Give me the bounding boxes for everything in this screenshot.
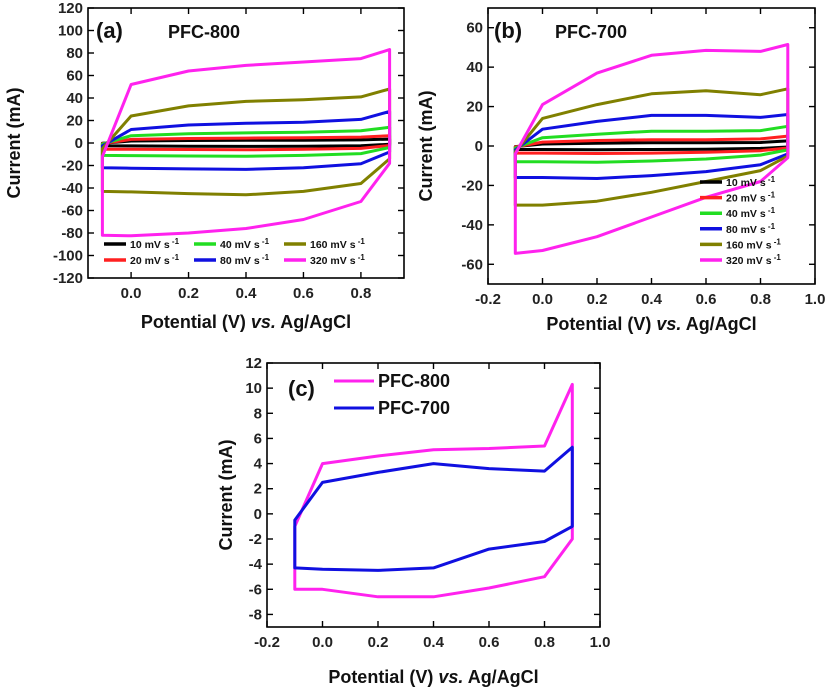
y-tick-label: -40 bbox=[61, 180, 83, 197]
legend-label: 160 mV s -1 bbox=[726, 237, 781, 251]
legend-label: 40 mV s -1 bbox=[726, 206, 776, 220]
y-tick-label: 10 bbox=[245, 380, 262, 397]
x-tick-label: -0.2 bbox=[254, 634, 280, 651]
x-axis-label: Potential (V) vs. Ag/AgCl bbox=[546, 314, 756, 334]
y-tick-label: 40 bbox=[466, 59, 483, 76]
y-axis-label: Current (mA) bbox=[216, 439, 236, 550]
legend-label: 320 mV s -1 bbox=[310, 253, 365, 267]
x-tick-label: 0.6 bbox=[293, 285, 314, 302]
y-tick-label: -6 bbox=[249, 581, 262, 598]
y-tick-label: 120 bbox=[58, 0, 83, 17]
y-tick-label: -2 bbox=[249, 531, 262, 548]
y-tick-label: 20 bbox=[466, 99, 483, 116]
x-tick-label: 1.0 bbox=[805, 291, 826, 308]
legend-label: 40 mV s -1 bbox=[220, 237, 270, 251]
x-tick-label: 0.6 bbox=[696, 291, 717, 308]
legend-label: 80 mV s -1 bbox=[726, 222, 776, 236]
x-tick-label: 0.0 bbox=[532, 291, 553, 308]
x-tick-label: 0.4 bbox=[236, 285, 258, 302]
y-tick-label: 80 bbox=[66, 45, 83, 62]
y-tick-label: 0 bbox=[475, 138, 483, 155]
panel-title: PFC-700 bbox=[555, 22, 627, 42]
y-tick-label: -120 bbox=[53, 270, 83, 287]
y-tick-label: -100 bbox=[53, 248, 83, 265]
series-curve-80-mv-s bbox=[513, 113, 790, 180]
y-tick-label: -40 bbox=[461, 217, 483, 234]
x-tick-label: 0.0 bbox=[121, 285, 142, 302]
panel-b: -0.2 0.0 0.2 0.4 0.6 0.8 1.0 -60 -40 -20 0 20 40 60 10… bbox=[416, 7, 826, 334]
panel-c: -0.2 0.0 0.2 0.4 0.6 0.8 1.0 -8 -6 -4 -2 0 2 4 6 8 10 12 P… bbox=[216, 355, 610, 687]
x-axis-label: Potential (V) vs. Ag/AgCl bbox=[328, 667, 538, 687]
y-tick-label: -20 bbox=[61, 158, 83, 175]
series-curve-320-mv-s bbox=[100, 48, 392, 238]
y-tick-label: -20 bbox=[461, 177, 483, 194]
y-axis-label: Current (mA) bbox=[4, 87, 24, 198]
series-curve-pfc-700 bbox=[293, 445, 574, 572]
legend: PFC-800 PFC-700 bbox=[334, 371, 450, 418]
x-tick-label: 0.8 bbox=[534, 634, 555, 651]
legend-label: 20 mV s -1 bbox=[726, 191, 776, 205]
legend-label: 20 mV s -1 bbox=[130, 253, 180, 267]
y-tick-label: 0 bbox=[75, 135, 83, 152]
x-tick-label: 0.8 bbox=[350, 285, 371, 302]
panel-title: PFC-800 bbox=[168, 22, 240, 42]
y-tick-label: 6 bbox=[254, 430, 262, 447]
panel-label: (c) bbox=[288, 376, 315, 401]
x-axis-label: Potential (V) vs. Ag/AgCl bbox=[141, 312, 351, 332]
x-tick-label: 1.0 bbox=[590, 634, 611, 651]
y-tick-label: 60 bbox=[466, 20, 483, 37]
legend-label: 320 mV s -1 bbox=[726, 253, 781, 267]
legend-label: 80 mV s -1 bbox=[220, 253, 270, 267]
legend-label: PFC-800 bbox=[378, 371, 450, 391]
legend-label: 10 mV s -1 bbox=[726, 175, 776, 189]
legend-label: 10 mV s -1 bbox=[130, 237, 180, 251]
x-tick-label: 0.8 bbox=[750, 291, 771, 308]
y-tick-label: -80 bbox=[61, 225, 83, 242]
x-tick-label: 0.4 bbox=[641, 291, 663, 308]
y-tick-label: 60 bbox=[66, 68, 83, 85]
legend: 10 mV s -1 20 mV s -140 mV s -1 80 mV s -1… bbox=[700, 175, 781, 267]
y-tick-label: -60 bbox=[461, 256, 483, 273]
x-tick-label: 0.2 bbox=[178, 285, 199, 302]
y-tick-label: -60 bbox=[61, 203, 83, 220]
panel-label: (b) bbox=[494, 18, 522, 43]
x-tick-label: -0.2 bbox=[475, 291, 501, 308]
y-tick-label: 100 bbox=[58, 23, 83, 40]
y-tick-label: -4 bbox=[249, 556, 263, 573]
panel-a: 0.0 0.2 0.4 0.6 0.8 -120 -100 -80 -60 -40 -20 0 20 40… bbox=[4, 0, 405, 332]
x-tick-label: 0.0 bbox=[312, 634, 333, 651]
y-tick-label: 2 bbox=[254, 481, 262, 498]
y-tick-label: 0 bbox=[254, 506, 262, 523]
panel-label: (a) bbox=[96, 18, 123, 43]
legend: 10 mV s -1 20 mV s -1 40 mV s -1 80 mV s -1… bbox=[104, 237, 365, 267]
x-tick-label: 0.2 bbox=[368, 634, 389, 651]
y-tick-label: 12 bbox=[245, 355, 262, 372]
series-curve-pfc-800 bbox=[293, 382, 574, 599]
x-tick-label: 0.2 bbox=[587, 291, 608, 308]
legend-label: 160 mV s -1 bbox=[310, 237, 365, 251]
legend-label: PFC-700 bbox=[378, 398, 450, 418]
y-axis-label: Current (mA) bbox=[416, 90, 436, 201]
series-curve-320-mv-s bbox=[513, 43, 790, 255]
y-tick-label: -8 bbox=[249, 606, 262, 623]
x-tick-label: 0.6 bbox=[479, 634, 500, 651]
y-tick-label: 4 bbox=[254, 456, 263, 473]
y-tick-label: 8 bbox=[254, 405, 262, 422]
y-tick-label: 20 bbox=[66, 113, 83, 130]
y-tick-label: 40 bbox=[66, 90, 83, 107]
x-tick-label: 0.4 bbox=[423, 634, 445, 651]
